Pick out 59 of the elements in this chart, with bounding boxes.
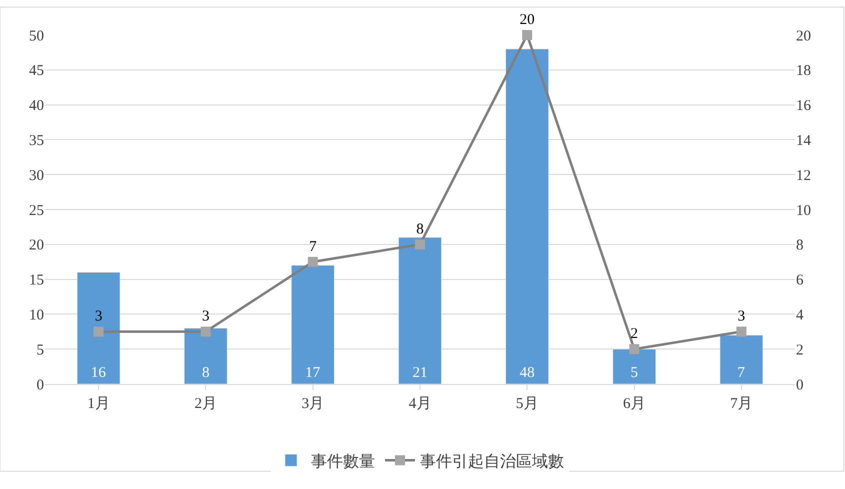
point bbox=[736, 326, 746, 337]
data-label: 48 bbox=[520, 365, 535, 381]
y2-tick-label: 0 bbox=[796, 377, 804, 394]
y-tick-label: 0 bbox=[36, 377, 44, 394]
data-label: 17 bbox=[305, 365, 321, 381]
y2-tick-label: 6 bbox=[796, 272, 804, 289]
data-label: 21 bbox=[412, 365, 428, 381]
y-tick-label: 10 bbox=[29, 307, 44, 324]
data-label: 20 bbox=[520, 12, 535, 28]
bar bbox=[612, 348, 656, 384]
x-tick-label: 5月 bbox=[516, 396, 538, 412]
y-tick-label: 25 bbox=[29, 202, 44, 219]
data-label: 3 bbox=[738, 308, 746, 325]
y-tick-label: 40 bbox=[29, 98, 44, 114]
legend-label: 事件引起自治區域數 bbox=[420, 452, 564, 470]
y2-tick-label: 20 bbox=[796, 28, 811, 44]
bar bbox=[76, 272, 120, 384]
y-tick-label: 15 bbox=[29, 272, 44, 289]
data-label: 16 bbox=[90, 365, 106, 381]
y2-tick-label: 18 bbox=[796, 63, 811, 80]
data-label: 8 bbox=[416, 221, 424, 238]
data-label: 7 bbox=[737, 365, 746, 381]
bar bbox=[184, 328, 228, 384]
point bbox=[200, 326, 211, 337]
y2-tick-label: 16 bbox=[796, 98, 812, 114]
y-tick-label: 5 bbox=[36, 342, 44, 358]
bar bbox=[505, 48, 549, 384]
x-tick-label: 1月 bbox=[87, 396, 110, 412]
data-label: 5 bbox=[630, 365, 638, 381]
y2-tick-label: 4 bbox=[796, 307, 804, 324]
y-tick-label: 20 bbox=[29, 238, 44, 254]
legend-label: 事件數量 bbox=[311, 452, 375, 470]
x-tick-label: 7月 bbox=[730, 396, 753, 412]
y2-tick-label: 12 bbox=[796, 168, 811, 184]
y-tick-label: 35 bbox=[29, 132, 44, 149]
data-label: 2 bbox=[630, 326, 638, 342]
point bbox=[94, 326, 104, 337]
x-tick-label: 6月 bbox=[623, 396, 646, 412]
point bbox=[308, 256, 318, 267]
x-tick-label: 4月 bbox=[408, 396, 432, 412]
bar bbox=[720, 334, 764, 384]
y-tick-label: 30 bbox=[29, 168, 44, 184]
data-label: 7 bbox=[309, 238, 318, 255]
x-tick-label: 2月 bbox=[194, 396, 217, 412]
bar bbox=[291, 265, 335, 384]
bar bbox=[398, 237, 442, 384]
y2-tick-label: 10 bbox=[796, 202, 811, 219]
x-tick-label: 3月 bbox=[302, 396, 324, 412]
data-label: 3 bbox=[94, 308, 102, 325]
point bbox=[415, 239, 425, 250]
y2-tick-label: 2 bbox=[796, 342, 804, 358]
y2-tick-label: 14 bbox=[796, 132, 812, 149]
data-label: 3 bbox=[202, 308, 210, 325]
point bbox=[629, 344, 640, 354]
y2-tick-label: 8 bbox=[796, 238, 804, 254]
data-label: 8 bbox=[202, 365, 210, 381]
y-tick-label: 45 bbox=[29, 63, 44, 80]
y-tick-label: 50 bbox=[29, 28, 44, 44]
point bbox=[522, 30, 532, 40]
